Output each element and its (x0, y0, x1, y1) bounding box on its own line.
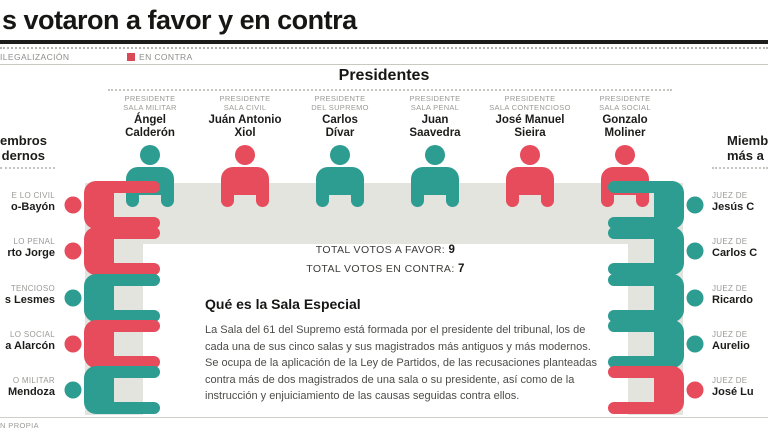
member-label: JUEZ DE José Lu (712, 376, 754, 398)
page-title: s votaron a favor y en contra (2, 5, 357, 35)
legend-swatch-contra-icon (127, 53, 135, 61)
president-name: Ángel Calderón (125, 114, 175, 139)
president-column: PRESIDENTE DEL SUPREMO Carlos Dívar (295, 94, 385, 207)
person-icon (64, 274, 160, 322)
favor-total: 9 (448, 244, 456, 256)
person-icon (608, 274, 704, 322)
dotted-divider (0, 47, 768, 49)
bottom-divider (0, 417, 768, 418)
member-label: O MILITAR Mendoza (7, 376, 55, 398)
person-icon (64, 181, 160, 229)
president-role: PRESIDENTE DEL SUPREMO (311, 94, 369, 112)
person-icon (608, 366, 704, 414)
president-name: Juán Antonio Xiol (208, 114, 282, 139)
president-role: PRESIDENTE SALA CIVIL (219, 94, 271, 112)
member-label: JUEZ DE Ricardo (712, 284, 753, 306)
member-label: JUEZ DE Jesús C (712, 191, 755, 213)
explainer-heading: Qué es la Sala Especial (205, 296, 361, 312)
person-icon (64, 320, 160, 368)
president-name: Gonzalo Moliner (602, 114, 648, 139)
vote-totals: TOTAL VOTOS A FAVOR: 9 TOTAL VOTOS EN CO… (306, 244, 465, 275)
president-name: José Manuel Sieira (495, 114, 565, 139)
left-group-heading: embros dernos (0, 133, 47, 163)
person-icon (314, 145, 366, 207)
president-column: PRESIDENTE SALA CONTENCIOSO José Manuel Si… (485, 94, 575, 207)
president-role: PRESIDENTE SALA MILITAR (123, 94, 177, 112)
president-column: PRESIDENTE SALA SOCIAL Gonzalo Moliner (580, 94, 670, 207)
presidents-dotted-divider (108, 89, 672, 91)
president-column: PRESIDENTE SALA PENAL Juan Saavedra (390, 94, 480, 207)
member-label: JUEZ DE Aurelio (712, 330, 750, 352)
member-label: E LO CIVIL o-Bayón (11, 191, 55, 213)
president-column: PRESIDENTE SALA CIVIL Juán Antonio Xiol (200, 94, 290, 207)
legend-label-contra: EN CONTRA (139, 52, 193, 62)
president-name: Carlos Dívar (322, 114, 358, 139)
source-credit: N PROPIA (0, 421, 40, 430)
title-rule (0, 40, 768, 44)
table-top-band (85, 183, 683, 244)
member-label: LO SOCIAL a Alarcón (5, 330, 55, 352)
legend-divider (0, 64, 768, 65)
person-icon (608, 320, 704, 368)
person-icon (64, 366, 160, 414)
person-icon (608, 181, 704, 229)
president-name: Juan Saavedra (409, 114, 461, 139)
explainer-body: La Sala del 61 del Supremo está formada … (205, 324, 597, 402)
member-label: LO PENAL rto Jorge (7, 237, 55, 259)
legend-label-favor: ILEGALIZACIÓN (0, 52, 70, 62)
person-icon (219, 145, 271, 207)
right-group-dotted-divider (712, 167, 768, 169)
president-column: PRESIDENTE SALA MILITAR Ángel Calderón (105, 94, 195, 207)
left-group-dotted-divider (0, 167, 55, 169)
president-role: PRESIDENTE SALA SOCIAL (599, 94, 651, 112)
member-label: JUEZ DE Carlos C (712, 237, 758, 259)
member-label: TENCIOSO s Lesmes (4, 284, 55, 306)
president-role: PRESIDENTE SALA PENAL (409, 94, 461, 112)
right-group-heading: Miemb más a (727, 133, 768, 163)
person-icon (504, 145, 556, 207)
presidents-heading: Presidentes (338, 67, 430, 84)
contra-total: 7 (457, 263, 465, 275)
president-role: PRESIDENTE SALA CONTENCIOSO (489, 94, 571, 112)
person-icon (409, 145, 461, 207)
